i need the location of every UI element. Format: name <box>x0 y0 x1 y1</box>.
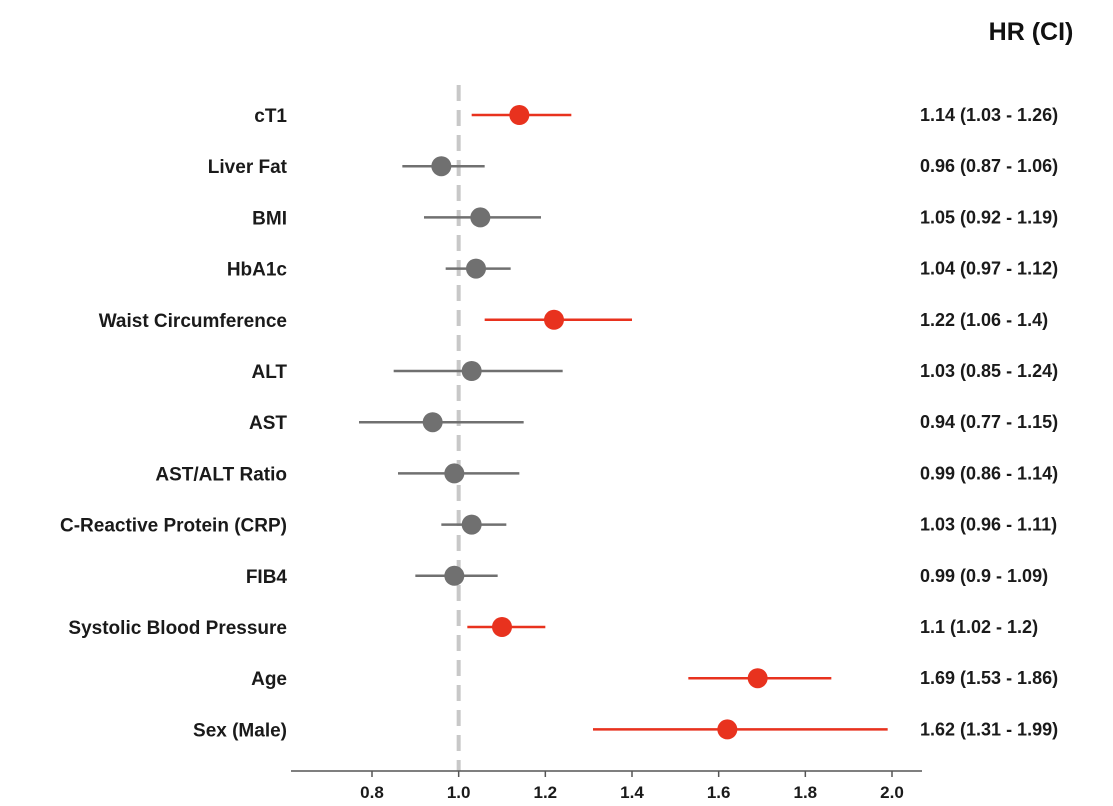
forest-row: Sex (Male) 1.62 (1.31 - 1.99) <box>193 719 1058 741</box>
hr-point <box>461 361 482 381</box>
forest-row: Systolic Blood Pressure 1.1 (1.02 - 1.2) <box>68 617 1038 639</box>
hr-ci-value: 1.62 (1.31 - 1.99) <box>920 719 1058 739</box>
hr-point <box>747 668 768 689</box>
hr-point <box>444 463 465 484</box>
hr-ci-value: 1.03 (0.96 - 1.11) <box>920 515 1057 535</box>
hr-point <box>470 207 491 228</box>
forest-row: AST/ALT Ratio 0.99 (0.86 - 1.14) <box>155 463 1058 485</box>
row-label: cT1 <box>254 106 287 127</box>
hr-ci-value: 0.99 (0.9 - 1.09) <box>920 566 1048 586</box>
hr-point <box>444 565 465 586</box>
x-axis: 0.8 1.0 1.2 1.4 1.6 1.8 2.0 <box>291 770 922 802</box>
row-label: Age <box>251 669 287 690</box>
hr-point <box>466 258 486 279</box>
row-label: BMI <box>252 208 287 229</box>
forest-row: cT1 1.14 (1.03 - 1.26) <box>254 105 1058 127</box>
row-label: AST <box>249 413 287 434</box>
hr-point <box>461 514 482 535</box>
hr-ci-value: 1.22 (1.06 - 1.4) <box>920 310 1048 330</box>
forest-row: ALT 1.03 (0.85 - 1.24) <box>251 361 1058 383</box>
hr-point <box>544 309 564 330</box>
hr-point <box>717 719 738 740</box>
x-tick-label: 2.0 <box>880 783 904 802</box>
forest-row: HbA1c 1.04 (0.97 - 1.12) <box>227 258 1058 281</box>
row-label: C-Reactive Protein (CRP) <box>60 516 287 537</box>
forest-rows: cT1 1.14 (1.03 - 1.26) Liver Fat 0.96 (0.87… <box>60 105 1058 741</box>
forest-row: Age 1.69 (1.53 - 1.86) <box>251 668 1058 690</box>
forest-row: FIB4 0.99 (0.9 - 1.09) <box>246 565 1048 588</box>
hr-point <box>509 105 530 125</box>
row-label: Systolic Blood Pressure <box>68 618 287 639</box>
hr-ci-value: 1.04 (0.97 - 1.12) <box>920 259 1058 279</box>
hr-ci-value: 1.05 (0.92 - 1.19) <box>920 207 1058 227</box>
hr-ci-value: 1.69 (1.53 - 1.86) <box>920 668 1058 688</box>
forest-row: C-Reactive Protein (CRP) 1.03 (0.96 - 1.1… <box>60 514 1057 537</box>
forest-row: Waist Circumference 1.22 (1.06 - 1.4) <box>99 309 1048 332</box>
hr-ci-value: 1.14 (1.03 - 1.26) <box>920 105 1058 125</box>
hr-ci-value: 1.1 (1.02 - 1.2) <box>920 617 1038 637</box>
x-tick-label: 1.6 <box>707 783 731 802</box>
forest-row: BMI 1.05 (0.92 - 1.19) <box>252 207 1058 229</box>
x-tick-label: 0.8 <box>360 783 384 802</box>
x-tick-label: 1.8 <box>794 783 818 802</box>
hr-point <box>431 156 452 177</box>
row-label: Waist Circumference <box>99 311 287 332</box>
x-tick-label: 1.4 <box>620 783 644 802</box>
hr-ci-value: 1.03 (0.85 - 1.24) <box>920 361 1058 381</box>
row-label: FIB4 <box>246 567 288 588</box>
hr-ci-value: 0.99 (0.86 - 1.14) <box>920 463 1058 483</box>
row-label: Liver Fat <box>208 157 288 178</box>
x-tick-label: 1.0 <box>447 783 471 802</box>
hr-point <box>422 412 443 433</box>
row-label: Sex (Male) <box>193 720 287 741</box>
row-label: HbA1c <box>227 260 288 281</box>
forest-row: Liver Fat 0.96 (0.87 - 1.06) <box>208 156 1058 178</box>
hr-ci-header: HR (CI) <box>989 18 1074 46</box>
hr-ci-value: 0.94 (0.77 - 1.15) <box>920 412 1058 432</box>
row-label: ALT <box>251 362 287 383</box>
x-tick-label: 1.2 <box>534 783 558 802</box>
hr-point <box>492 617 512 637</box>
row-label: AST/ALT Ratio <box>155 464 287 485</box>
forest-row: AST 0.94 (0.77 - 1.15) <box>249 412 1058 434</box>
hr-ci-value: 0.96 (0.87 - 1.06) <box>920 156 1058 176</box>
